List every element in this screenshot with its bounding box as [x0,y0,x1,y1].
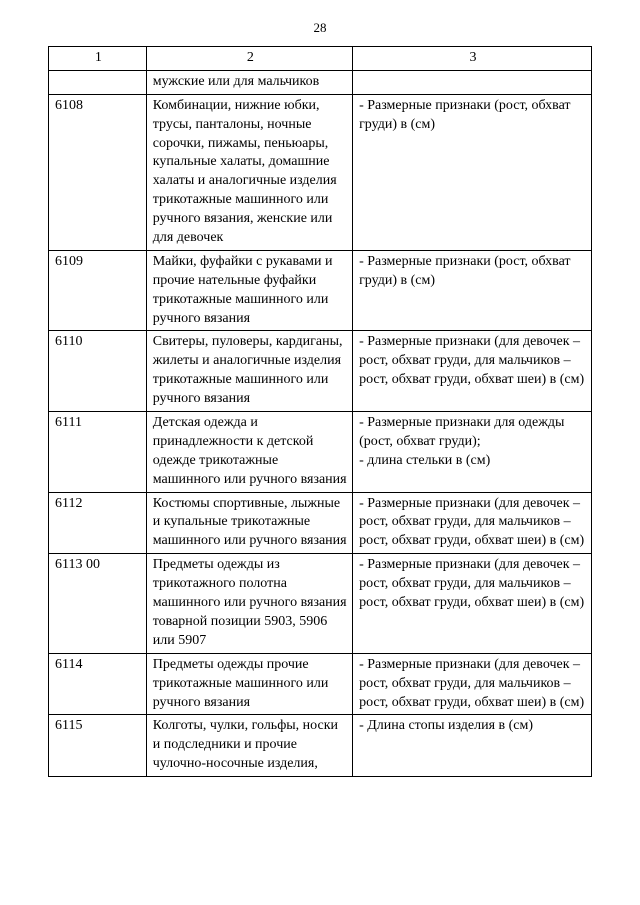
table-cell-col3: - Размерные признаки (для девочек – рост… [353,554,592,653]
table-row: 6110Свитеры, пуловеры, кардиганы, жилеты… [49,331,592,412]
table-cell-col3: - Размерные признаки (для девочек – рост… [353,492,592,554]
table-cell-col1: 6109 [49,250,147,331]
classification-table: 1 2 3 мужские или для мальчиков6108Комби… [48,46,592,777]
table-header-row: 1 2 3 [49,47,592,71]
table-row: 6113 00Предметы одежды из трикотажного п… [49,554,592,653]
table-cell-col3: - Размерные признаки (для девочек – рост… [353,331,592,412]
table-cell-col1: 6114 [49,653,147,715]
table-cell-col2: мужские или для мальчиков [146,70,352,94]
table-cell-col1: 6108 [49,94,147,250]
table-cell-col3: - Размерные признаки для одежды (рост, о… [353,412,592,493]
table-cell-col1: 6112 [49,492,147,554]
table-row: 6114Предметы одежды прочие трикотажные м… [49,653,592,715]
table-row: 6111Детская одежда и принадлежности к де… [49,412,592,493]
table-cell-col1: 6110 [49,331,147,412]
table-cell-col1: 6113 00 [49,554,147,653]
table-row: 6109Майки, фуфайки с рукавами и прочие н… [49,250,592,331]
table-cell-col2: Детская одежда и принадлежности к детско… [146,412,352,493]
table-row: 6108Комбинации, нижние юбки, трусы, пант… [49,94,592,250]
page-number: 28 [48,20,592,36]
document-page: 28 1 2 3 мужские или для мальчиков6108Ко… [0,0,640,807]
table-cell-col1: 6111 [49,412,147,493]
table-header-1: 1 [49,47,147,71]
table-cell-col2: Костюмы спортивные, лыжные и купальные т… [146,492,352,554]
table-cell-col1: 6115 [49,715,147,777]
table-cell-col3: - Размерные признаки (для девочек – рост… [353,653,592,715]
table-cell-col2: Предметы одежды из трикотажного полотна … [146,554,352,653]
table-header-3: 3 [353,47,592,71]
table-cell-col3: - Длина стопы изделия в (см) [353,715,592,777]
table-cell-col2: Комбинации, нижние юбки, трусы, панталон… [146,94,352,250]
table-body: мужские или для мальчиков6108Комбинации,… [49,70,592,776]
table-cell-col3 [353,70,592,94]
table-row: 6115Колготы, чулки, гольфы, носки и подс… [49,715,592,777]
table-cell-col2: Майки, фуфайки с рукавами и прочие нател… [146,250,352,331]
table-row: 6112Костюмы спортивные, лыжные и купальн… [49,492,592,554]
table-cell-col2: Предметы одежды прочие трикотажные машин… [146,653,352,715]
table-cell-col2: Колготы, чулки, гольфы, носки и подследн… [146,715,352,777]
table-cell-col1 [49,70,147,94]
table-header-2: 2 [146,47,352,71]
table-row: мужские или для мальчиков [49,70,592,94]
table-cell-col3: - Размерные признаки (рост, обхват груди… [353,94,592,250]
table-cell-col2: Свитеры, пуловеры, кардиганы, жилеты и а… [146,331,352,412]
table-cell-col3: - Размерные признаки (рост, обхват груди… [353,250,592,331]
